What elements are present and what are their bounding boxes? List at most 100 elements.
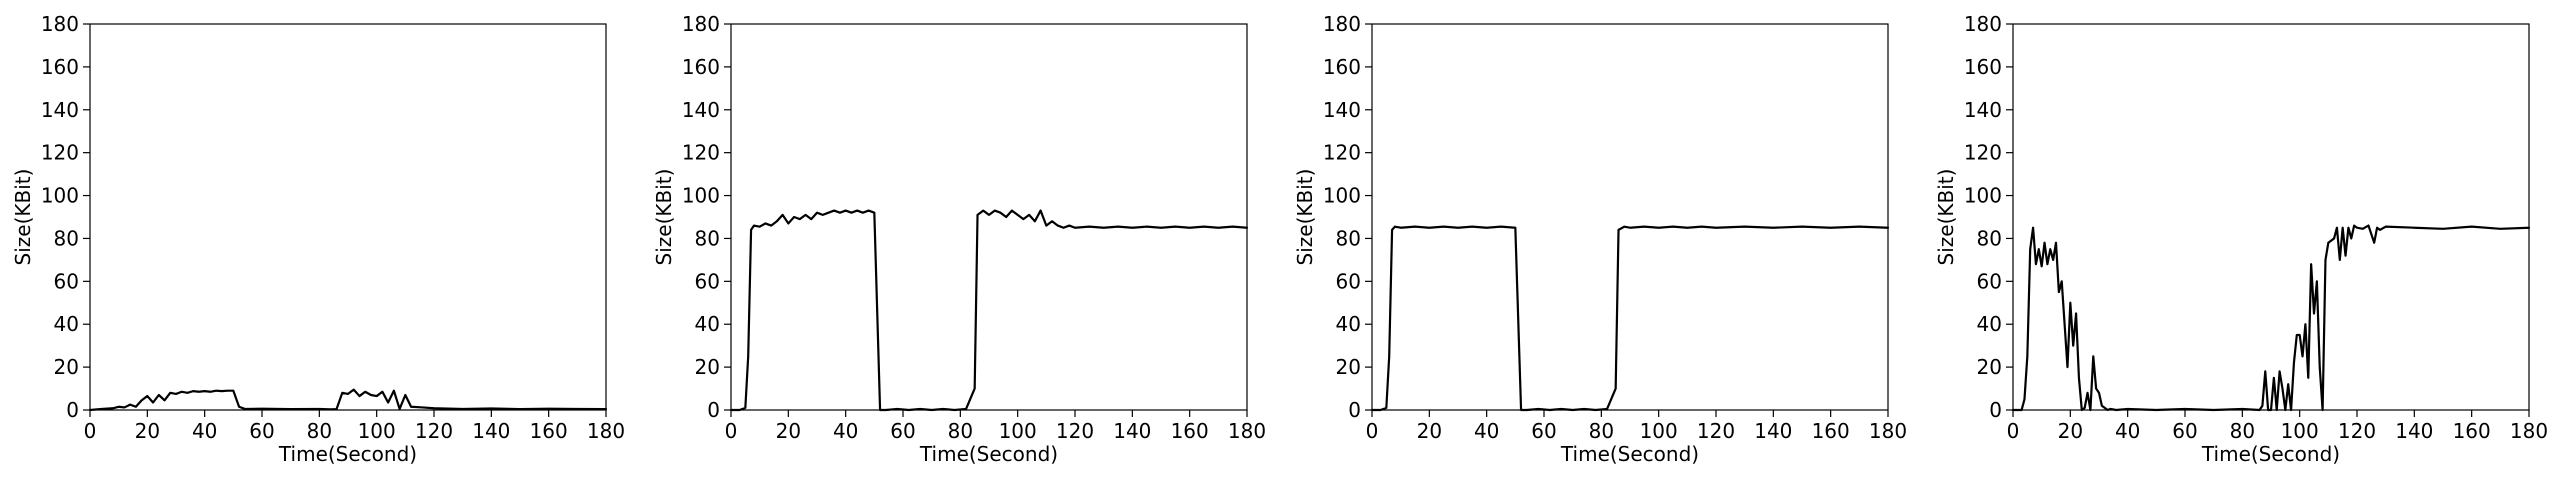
y-tick-label: 120 [1323, 141, 1361, 165]
y-tick-label: 120 [1964, 141, 2002, 165]
y-tick-label: 100 [41, 184, 79, 208]
chart-panel-4: 0 20 40 60 80 100 120 140 160 180 0 20 40 60 80 100 120 1… [1934, 12, 2548, 466]
x-tick-label: 60 [2172, 419, 2197, 443]
y-tick-label: 20 [1977, 355, 2002, 379]
y-tick-label: 160 [682, 55, 720, 79]
x-tick-label: 80 [948, 419, 973, 443]
y-tick-label: 0 [66, 398, 79, 422]
y-axis-label: Size(KBit) [652, 169, 676, 266]
y-tick-label: 80 [695, 226, 720, 250]
x-tick-label: 160 [1812, 419, 1850, 443]
plot-frame [730, 23, 1248, 411]
x-tick-label: 120 [415, 419, 453, 443]
y-tick-label: 80 [54, 226, 79, 250]
y-tick-label: 160 [1964, 55, 2002, 79]
x-tick-label: 60 [890, 419, 915, 443]
chart-panel-2: 0 20 40 60 80 100 120 140 160 180 0 20 40 60 80 100 120 1… [652, 12, 1266, 466]
y-tick-label: 180 [1964, 12, 2002, 36]
plot-frame [2012, 23, 2530, 411]
y-tick-label: 20 [54, 355, 79, 379]
x-tick-label: 120 [1697, 419, 1735, 443]
x-tick-label: 100 [1640, 419, 1678, 443]
series-line-1 [88, 388, 608, 412]
y-tick-label: 180 [682, 12, 720, 36]
y-tick-label: 60 [695, 269, 720, 293]
y-axis-label: Size(KBit) [11, 169, 35, 266]
x-tick-label: 140 [2395, 419, 2433, 443]
y-tick-label: 40 [695, 312, 720, 336]
plot-frame [89, 23, 607, 411]
y-tick-label: 100 [1323, 184, 1361, 208]
x-tick-label: 60 [1531, 419, 1556, 443]
x-tick-label: 40 [1474, 419, 1499, 443]
y-tick-label: 60 [1977, 269, 2002, 293]
x-tick-label: 20 [2058, 419, 2083, 443]
x-tick-label: 100 [2281, 419, 2319, 443]
y-tick-label: 120 [41, 141, 79, 165]
x-tick-label: 140 [1113, 419, 1151, 443]
y-tick-label: 20 [1336, 355, 1361, 379]
x-tick-label: 120 [1056, 419, 1094, 443]
x-tick-label: 160 [1171, 419, 1209, 443]
y-tick-label: 40 [1336, 312, 1361, 336]
x-tick-label: 140 [1754, 419, 1792, 443]
x-tick-label: 0 [1366, 419, 1379, 443]
x-tick-label: 40 [833, 419, 858, 443]
x-tick-label: 80 [1589, 419, 1614, 443]
y-tick-label: 140 [1964, 98, 2002, 122]
y-tick-label: 40 [54, 312, 79, 336]
x-tick-label: 0 [725, 419, 738, 443]
x-tick-label: 0 [2007, 419, 2020, 443]
x-tick-label: 140 [472, 419, 510, 443]
y-tick-label: 120 [682, 141, 720, 165]
x-tick-label: 20 [135, 419, 160, 443]
y-tick-label: 160 [1323, 55, 1361, 79]
x-tick-label: 20 [776, 419, 801, 443]
y-tick-label: 160 [41, 55, 79, 79]
y-tick-label: 40 [1977, 312, 2002, 336]
series-line-1 [2011, 224, 2531, 412]
x-tick-label: 100 [999, 419, 1037, 443]
x-tick-label: 100 [358, 419, 396, 443]
x-tick-label: 0 [84, 419, 97, 443]
y-tick-label: 0 [707, 398, 720, 422]
y-tick-label: 100 [682, 184, 720, 208]
x-tick-label: 20 [1417, 419, 1442, 443]
x-tick-label: 160 [530, 419, 568, 443]
x-tick-label: 180 [1869, 419, 1907, 443]
chart-panel-1: 0 20 40 60 80 100 120 140 160 180 0 20 40 60 80 100 120 1… [11, 12, 625, 466]
y-tick-label: 140 [682, 98, 720, 122]
y-tick-label: 60 [1336, 269, 1361, 293]
x-axis-label: Time(Second) [919, 442, 1058, 466]
x-axis-label: Time(Second) [1560, 442, 1699, 466]
x-tick-label: 80 [307, 419, 332, 443]
y-tick-label: 140 [41, 98, 79, 122]
x-axis-label: Time(Second) [2201, 442, 2340, 466]
x-tick-label: 60 [249, 419, 274, 443]
y-tick-label: 0 [1989, 398, 2002, 422]
y-tick-label: 0 [1348, 398, 1361, 422]
x-tick-label: 160 [2453, 419, 2491, 443]
y-tick-label: 100 [1964, 184, 2002, 208]
y-tick-label: 80 [1977, 226, 2002, 250]
series-line-1 [729, 209, 1249, 412]
y-tick-label: 180 [41, 12, 79, 36]
series-line-1 [1370, 225, 1890, 412]
y-tick-label: 20 [695, 355, 720, 379]
x-tick-label: 180 [1228, 419, 1266, 443]
y-tick-label: 180 [1323, 12, 1361, 36]
x-tick-label: 40 [2115, 419, 2140, 443]
y-tick-label: 60 [54, 269, 79, 293]
x-tick-label: 80 [2230, 419, 2255, 443]
x-tick-label: 40 [192, 419, 217, 443]
x-tick-label: 120 [2338, 419, 2376, 443]
y-tick-label: 80 [1336, 226, 1361, 250]
y-tick-label: 140 [1323, 98, 1361, 122]
x-tick-label: 180 [2510, 419, 2548, 443]
y-axis-label: Size(KBit) [1293, 169, 1317, 266]
x-axis-label: Time(Second) [278, 442, 417, 466]
plot-frame [1371, 23, 1889, 411]
x-tick-label: 180 [587, 419, 625, 443]
y-axis-label: Size(KBit) [1934, 169, 1958, 266]
